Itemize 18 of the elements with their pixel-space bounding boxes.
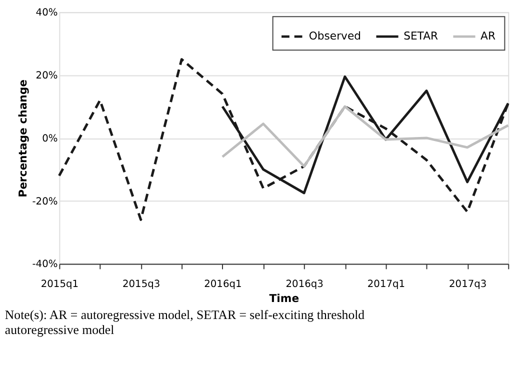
legend-label: SETAR xyxy=(404,30,438,43)
y-tick-label: 0% xyxy=(42,133,58,144)
y-tick-label: -40% xyxy=(32,259,58,270)
line-series xyxy=(221,105,510,168)
x-tick-label: 2016q3 xyxy=(286,278,324,290)
x-axis-title: Time xyxy=(269,292,300,305)
y-tick-label: 40% xyxy=(36,8,58,19)
legend-label: AR xyxy=(480,30,496,43)
x-tick-label: 2016q1 xyxy=(204,278,242,290)
x-tick-label: 2017q3 xyxy=(449,278,487,290)
x-tick-label: 2015q3 xyxy=(122,278,160,290)
y-tick-label: -20% xyxy=(32,196,58,208)
x-tick-label: 2017q1 xyxy=(367,278,406,290)
y-axis-title: Percentage change xyxy=(16,80,30,198)
text: Note(s): AR = autoregressive model, SETAR = self-exciting threshold autoregressive model xyxy=(4,308,366,337)
x-tick-label: 2015q1 xyxy=(40,278,79,290)
legend-label: Observed xyxy=(308,30,362,43)
y-tick-label: 20% xyxy=(36,70,58,82)
